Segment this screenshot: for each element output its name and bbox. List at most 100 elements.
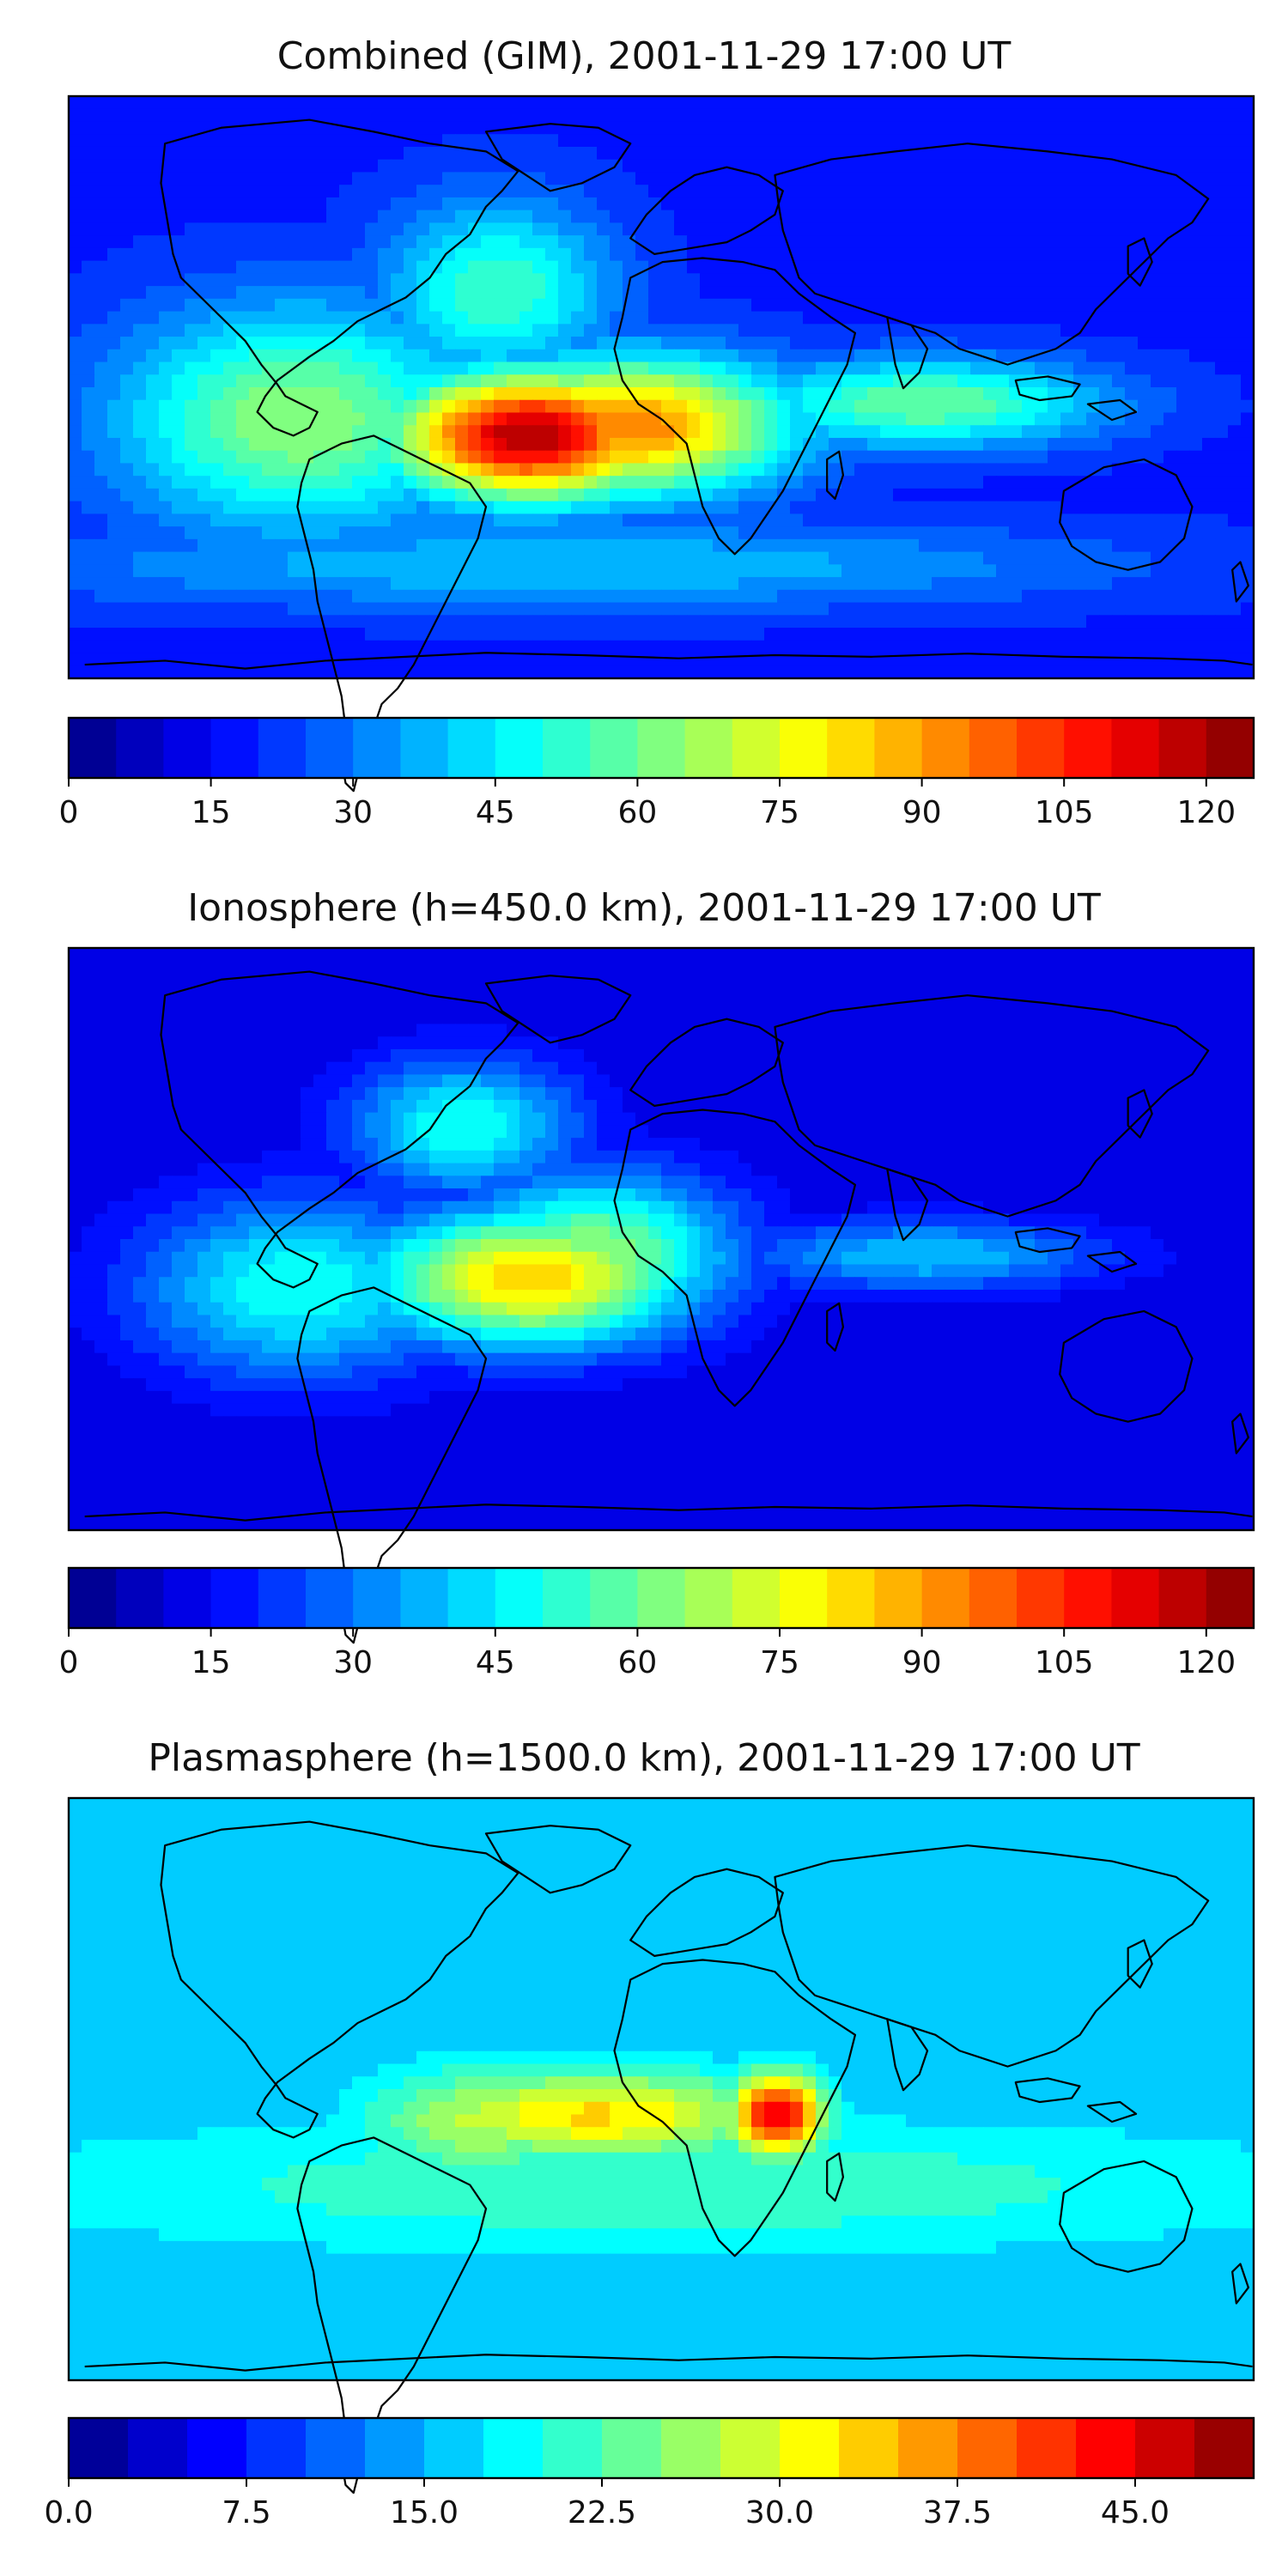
heatmap-cell [1202,286,1216,300]
heatmap-cell [1228,564,1242,578]
heatmap-cell [378,986,392,999]
heatmap-cell [236,615,250,629]
heatmap-cell [867,387,881,401]
heatmap-cell [481,948,495,962]
heatmap-cell [1176,412,1190,426]
heatmap-cell [82,222,95,236]
heatmap-cell [352,247,366,262]
heatmap-cell [352,172,366,185]
heatmap-cell [468,96,482,110]
heatmap-cell [700,425,714,439]
heatmap-cell [919,551,933,565]
heatmap-cell [429,948,443,962]
heatmap-cell [816,172,829,185]
heatmap-cell [94,1011,108,1025]
heatmap-cell [571,172,585,185]
heatmap-cell [1202,488,1216,502]
heatmap-cell [1215,948,1229,962]
heatmap-cell [1048,273,1061,287]
heatmap-cell [610,185,623,198]
heatmap-cell [494,463,507,477]
heatmap-cell [365,146,379,161]
heatmap-cell [932,577,945,591]
heatmap-cell [69,628,82,641]
heatmap-cell [558,286,572,300]
heatmap-cell [378,437,392,452]
heatmap-cell [1099,235,1113,249]
heatmap-cell [648,286,662,300]
heatmap-cell [1138,653,1151,666]
heatmap-cell [700,960,714,975]
heatmap-cell [983,960,997,975]
heatmap-cell [610,298,623,313]
heatmap-cell [764,121,778,135]
heatmap-cell [82,948,95,962]
heatmap-cell [210,948,224,962]
heatmap-cell [1125,653,1139,666]
heatmap-cell [301,564,314,578]
heatmap-cell [1189,412,1203,426]
heatmap-cell [1138,476,1151,489]
heatmap-cell [1151,108,1164,123]
heatmap-cell [945,501,958,514]
heatmap-cell [378,134,392,148]
heatmap-cell [365,551,379,565]
heatmap-cell [339,96,353,110]
heatmap-cell [172,159,185,173]
heatmap-cell [635,273,649,287]
colorbar-swatch [258,718,307,778]
heatmap-cell [82,450,95,465]
heatmap-cell [1035,361,1048,375]
heatmap-cell [429,197,443,211]
heatmap-cell [532,628,546,641]
heatmap-cell [1202,501,1216,514]
heatmap-cell [545,564,559,578]
heatmap-cell [313,640,327,654]
heatmap-cell [1048,653,1061,666]
heatmap-cell [481,172,495,185]
heatmap-cell [829,387,842,401]
heatmap-cell [159,108,173,123]
heatmap-cell [945,437,958,452]
heatmap-cell [352,437,366,452]
heatmap-cell [597,412,611,426]
heatmap-cell [738,387,752,401]
heatmap-cell [249,589,263,604]
heatmap-cell [352,235,366,249]
heatmap-cell [223,235,237,249]
heatmap-cell [726,425,739,439]
heatmap-cell [326,564,340,578]
heatmap-cell [1176,1011,1190,1025]
colorbar-swatch [495,718,544,778]
heatmap-cell [751,399,765,414]
heatmap-cell [1138,551,1151,565]
heatmap-cell [829,640,842,654]
heatmap-cell [1202,235,1216,249]
heatmap-cell [94,589,108,604]
heatmap-cell [1060,1024,1074,1037]
heatmap-cell [1163,513,1177,527]
heatmap-cell [301,172,314,185]
heatmap-cell [1035,121,1048,135]
heatmap-cell [1086,108,1100,123]
heatmap-cell [919,615,933,629]
heatmap-cell [197,185,211,198]
heatmap-cell [1163,526,1177,540]
heatmap-cell [1202,437,1216,452]
heatmap-cell [957,488,971,502]
heatmap-cell [1035,273,1048,287]
heatmap-cell [494,589,507,604]
heatmap-cell [301,476,314,489]
heatmap-cell [1022,172,1036,185]
heatmap-cell [249,501,263,514]
heatmap-cell [352,998,366,1012]
heatmap-cell [210,425,224,439]
heatmap-cell [713,564,726,578]
heatmap-cell [1125,998,1139,1012]
heatmap-cell [558,463,572,477]
heatmap-cell [1073,159,1087,173]
heatmap-cell [571,973,585,987]
heatmap-cell [584,96,598,110]
heatmap-cell [210,146,224,161]
heatmap-cell [1060,973,1074,987]
